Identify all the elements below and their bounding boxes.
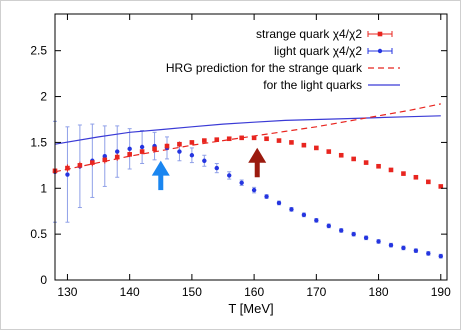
light-point xyxy=(339,228,344,233)
legend: strange quark χ4/χ2 light quark χ4/χ2 HRG … xyxy=(166,27,400,92)
strange-point xyxy=(114,154,120,160)
light-point xyxy=(227,173,232,178)
strange-point xyxy=(264,136,269,142)
strange-point xyxy=(363,160,369,165)
light-points-group xyxy=(52,143,443,259)
strange-point xyxy=(289,140,294,145)
strange-point xyxy=(152,146,157,152)
strange-point xyxy=(413,174,419,180)
red-arrow-head xyxy=(248,147,267,163)
light-point xyxy=(239,180,244,185)
strange-point xyxy=(301,142,307,148)
light-point xyxy=(189,153,195,158)
hrg-light-line xyxy=(54,115,441,145)
legend-label: for the light quarks xyxy=(263,78,362,92)
x-axis-label: T [MeV] xyxy=(228,301,273,316)
strange-point xyxy=(438,184,444,189)
strange-point xyxy=(214,137,220,142)
light-point xyxy=(139,144,145,150)
y-tick-label: 0 xyxy=(40,273,47,287)
x-tick-label: 160 xyxy=(244,285,264,299)
light-point xyxy=(413,248,419,253)
strange-point xyxy=(251,135,257,141)
strange-point xyxy=(376,163,381,169)
strange-point xyxy=(401,171,406,176)
light-point xyxy=(388,242,394,248)
x-tick-label: 190 xyxy=(431,285,451,299)
strange-point xyxy=(202,138,207,143)
x-tick-label: 140 xyxy=(120,285,140,299)
strange-point xyxy=(65,165,70,171)
light-point xyxy=(251,187,257,193)
light-point xyxy=(301,212,307,218)
light-point xyxy=(289,207,294,212)
strange-point xyxy=(326,149,332,154)
light-point xyxy=(264,194,269,199)
hrg-lines-group xyxy=(54,103,441,173)
x-tick-label: 130 xyxy=(57,285,77,299)
strange-point xyxy=(77,163,83,168)
strange-point xyxy=(239,135,244,141)
legend-label: strange quark χ4/χ2 xyxy=(256,27,362,41)
x-tick-label: 150 xyxy=(182,285,202,299)
legend-light-marker xyxy=(377,48,383,54)
blue-arrow-head xyxy=(151,160,170,176)
strange-points-group xyxy=(52,135,444,189)
light-point xyxy=(177,149,182,154)
light-point xyxy=(102,153,107,159)
strange-point xyxy=(177,141,182,147)
light-point xyxy=(326,223,331,229)
light-point xyxy=(115,149,120,154)
y-tick-label: 2.5 xyxy=(30,44,47,58)
light-point xyxy=(276,200,282,206)
strange-point xyxy=(139,149,145,154)
legend-label: light quark χ4/χ2 xyxy=(274,44,362,58)
strange-point xyxy=(226,136,232,142)
y-tick-label: 2 xyxy=(40,90,47,104)
strange-point xyxy=(314,145,319,151)
x-tick-label: 170 xyxy=(306,285,326,299)
light-point xyxy=(65,172,70,177)
light-point xyxy=(376,239,381,244)
strange-point xyxy=(127,152,132,157)
light-point xyxy=(127,146,132,152)
strange-point xyxy=(276,138,282,143)
y-tick-label: 1 xyxy=(40,181,47,195)
light-point xyxy=(438,253,443,259)
strange-point xyxy=(338,152,344,158)
light-point xyxy=(363,235,369,241)
strange-errorbar-group xyxy=(54,135,442,189)
arrow-group xyxy=(151,147,267,191)
tick-group: 130 140 150 160 170 180 190 0 0.5 1 1.5 2 2.5 xyxy=(30,14,451,299)
light-point xyxy=(214,165,219,171)
hrg-strange-line xyxy=(54,103,441,173)
legend-strange-marker xyxy=(377,31,383,37)
light-point xyxy=(426,251,431,256)
strange-point xyxy=(189,140,195,145)
strange-point xyxy=(426,179,431,185)
strange-point xyxy=(351,156,356,162)
y-tick-label: 1.5 xyxy=(30,135,47,149)
y-tick-label: 0.5 xyxy=(30,227,47,241)
light-errorbar-group xyxy=(53,120,443,259)
strange-point xyxy=(388,167,394,173)
light-point xyxy=(401,245,406,251)
light-point xyxy=(351,231,356,237)
strange-point xyxy=(90,160,95,165)
strange-point xyxy=(164,143,170,149)
strange-point xyxy=(102,157,108,163)
plot-area-border xyxy=(54,13,448,281)
light-point xyxy=(314,218,319,223)
legend-label: HRG prediction for the strange quark xyxy=(166,61,363,75)
x-tick-label: 180 xyxy=(369,285,389,299)
light-point xyxy=(202,158,207,163)
